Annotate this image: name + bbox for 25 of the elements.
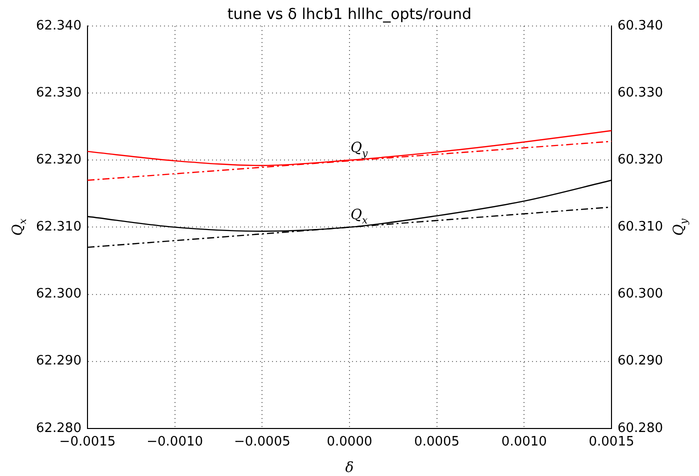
x-tick-label: −0.0010 xyxy=(146,434,204,450)
y-tick-label: 62.280 xyxy=(36,420,82,436)
y2-tick-label: 60.280 xyxy=(618,420,664,436)
x-tick-label: 0.0010 xyxy=(501,434,547,450)
x-tick-label: 0.0000 xyxy=(326,434,372,450)
x-tick-label: 0.0005 xyxy=(414,434,460,450)
y-tick-label: 62.310 xyxy=(36,220,82,235)
y2-tick-label: 60.290 xyxy=(618,354,664,369)
y2-tick-label: 60.310 xyxy=(618,220,664,235)
y-tick-label: 62.290 xyxy=(36,354,82,369)
y-tick-label: 62.300 xyxy=(36,286,82,302)
y2-tick-label: 60.330 xyxy=(618,85,664,100)
y-tick-label: 62.320 xyxy=(36,152,82,168)
x-axis-title: δ xyxy=(345,460,354,476)
x-tick-label: −0.0005 xyxy=(234,434,290,450)
y2-tick-label: 60.300 xyxy=(618,286,664,302)
chart-title: tune vs δ lhcb1 hllhc_opts/round xyxy=(227,5,472,23)
y-tick-label: 62.340 xyxy=(36,18,82,34)
y2-tick-label: 60.320 xyxy=(618,152,664,168)
y-tick-label: 62.330 xyxy=(36,85,82,100)
y2-tick-label: 60.340 xyxy=(618,18,664,34)
y-axis-title: Qx xyxy=(10,218,30,236)
x-tick-label: 0.0015 xyxy=(588,434,634,450)
x-tick-label: −0.0015 xyxy=(59,434,116,450)
y2-axis-title: Qy xyxy=(671,218,690,236)
